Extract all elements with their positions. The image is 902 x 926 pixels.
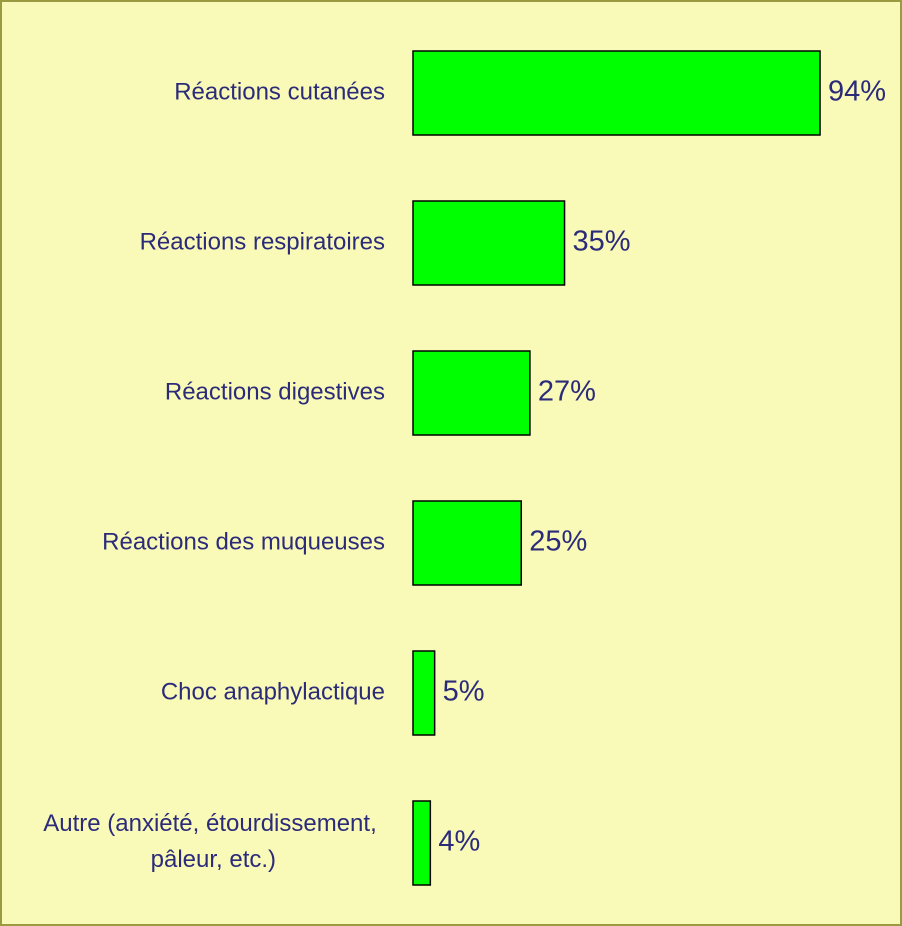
category-label: Autre (anxiété, étourdissement, pâleur, … bbox=[43, 810, 377, 873]
bar bbox=[412, 350, 531, 436]
value-label: 5% bbox=[443, 676, 485, 708]
bar bbox=[412, 50, 821, 136]
bar bbox=[412, 800, 432, 886]
category-label: Réactions respiratoires bbox=[140, 228, 385, 255]
category-label: Réactions des muqueuses bbox=[102, 528, 385, 555]
category-label: Réactions digestives bbox=[165, 378, 385, 405]
value-label: 27% bbox=[538, 376, 596, 408]
value-label: 94% bbox=[828, 76, 886, 108]
bar bbox=[412, 500, 522, 586]
bar bbox=[412, 650, 436, 736]
value-label: 25% bbox=[529, 526, 587, 558]
value-label: 4% bbox=[438, 826, 480, 858]
category-label: Réactions cutanées bbox=[174, 78, 385, 105]
category-label: Choc anaphylactique bbox=[161, 678, 385, 705]
value-label: 35% bbox=[573, 226, 631, 258]
bar bbox=[412, 200, 566, 286]
